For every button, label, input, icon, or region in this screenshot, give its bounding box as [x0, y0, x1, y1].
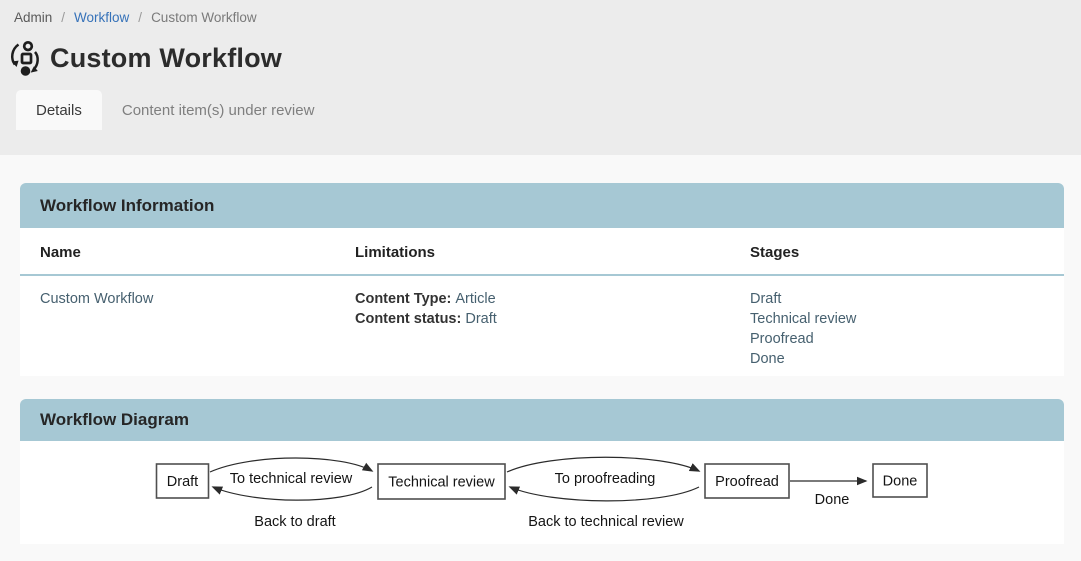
transition-arrow-back-to-technical-review — [508, 486, 700, 502]
stage-item: Proofread — [750, 331, 814, 347]
node-box-draft — [155, 463, 210, 499]
node-box-proofread — [704, 463, 790, 499]
workflow-information-panel: Workflow Information Name Limitations St… — [20, 183, 1064, 376]
table-row: Custom Workflow Content Type: Article Con… — [20, 275, 1064, 376]
title-row: Custom Workflow — [0, 25, 1081, 77]
transition-label-to-technical-review: To technical review — [230, 471, 353, 487]
breadcrumb-separator: / — [61, 10, 66, 25]
breadcrumb: Admin / Workflow / Custom Workflow — [0, 0, 1081, 25]
workflow-information-table: Name Limitations Stages Custom Workflow … — [20, 228, 1064, 376]
node-label-done: Done — [883, 474, 918, 490]
workflow-information-title: Workflow Information — [20, 183, 1064, 228]
workflow-diagram-svg: Draft Technical review Proofread Done To… — [155, 456, 928, 530]
column-header-limitations: Limitations — [355, 228, 750, 276]
page-title: Custom Workflow — [50, 43, 282, 73]
workflow-diagram-panel: Workflow Diagram Draft Technical re — [20, 399, 1064, 544]
limitation-label: Content status: — [355, 311, 462, 327]
limitation-value: Article — [455, 291, 496, 307]
table-header-row: Name Limitations Stages — [20, 228, 1064, 276]
workflow-icon — [8, 40, 42, 77]
node-label-proofread: Proofread — [715, 474, 779, 490]
limitation-label: Content Type: — [355, 291, 452, 307]
transition-label-back-to-draft: Back to draft — [254, 514, 335, 530]
transition-label-back-to-technical-review: Back to technical review — [528, 514, 684, 530]
workflow-diagram-title: Workflow Diagram — [20, 399, 1064, 441]
node-label-draft: Draft — [167, 474, 198, 490]
limitation-value: Draft — [465, 311, 497, 327]
workflow-information-body: Name Limitations Stages Custom Workflow … — [20, 228, 1064, 376]
workflow-diagram-body: Draft Technical review Proofread Done To… — [20, 441, 1064, 544]
limitation-content-type: Content Type: Article — [355, 289, 750, 309]
workflow-name-cell: Custom Workflow — [40, 291, 154, 307]
breadcrumb-item-workflow[interactable]: Workflow — [74, 10, 130, 25]
page-header: Admin / Workflow / Custom Workflow Custo… — [0, 0, 1081, 155]
tab-bar: Details Content item(s) under review — [0, 90, 1081, 130]
limitations-cell: Content Type: Article Content status: Draf… — [355, 275, 750, 376]
tab-details[interactable]: Details — [16, 90, 102, 130]
tab-content-items-under-review[interactable]: Content item(s) under review — [121, 101, 315, 119]
node-box-technical-review — [377, 463, 506, 500]
main-content: Workflow Information Name Limitations St… — [0, 155, 1081, 544]
transition-arrow-back-to-draft — [211, 486, 373, 501]
stage-item: Done — [750, 351, 785, 367]
transition-arrow-to-proofreading — [506, 456, 701, 473]
stage-item: Technical review — [750, 311, 857, 327]
transition-label-done: Done — [815, 492, 850, 508]
column-header-name: Name — [20, 228, 355, 276]
limitation-content-status: Content status: Draft — [355, 309, 750, 329]
stage-item: Draft — [750, 291, 782, 307]
node-label-technical-review: Technical review — [388, 475, 495, 491]
stages-cell: Draft Technical review Proofread Done — [750, 275, 1064, 376]
transition-arrow-to-technical-review — [209, 457, 374, 473]
column-header-stages: Stages — [750, 228, 1064, 276]
breadcrumb-separator: / — [138, 10, 143, 25]
transition-label-to-proofreading: To proofreading — [555, 471, 656, 487]
breadcrumb-item-admin[interactable]: Admin — [14, 10, 53, 25]
node-box-done — [872, 463, 928, 498]
breadcrumb-item-current: Custom Workflow — [151, 10, 257, 25]
